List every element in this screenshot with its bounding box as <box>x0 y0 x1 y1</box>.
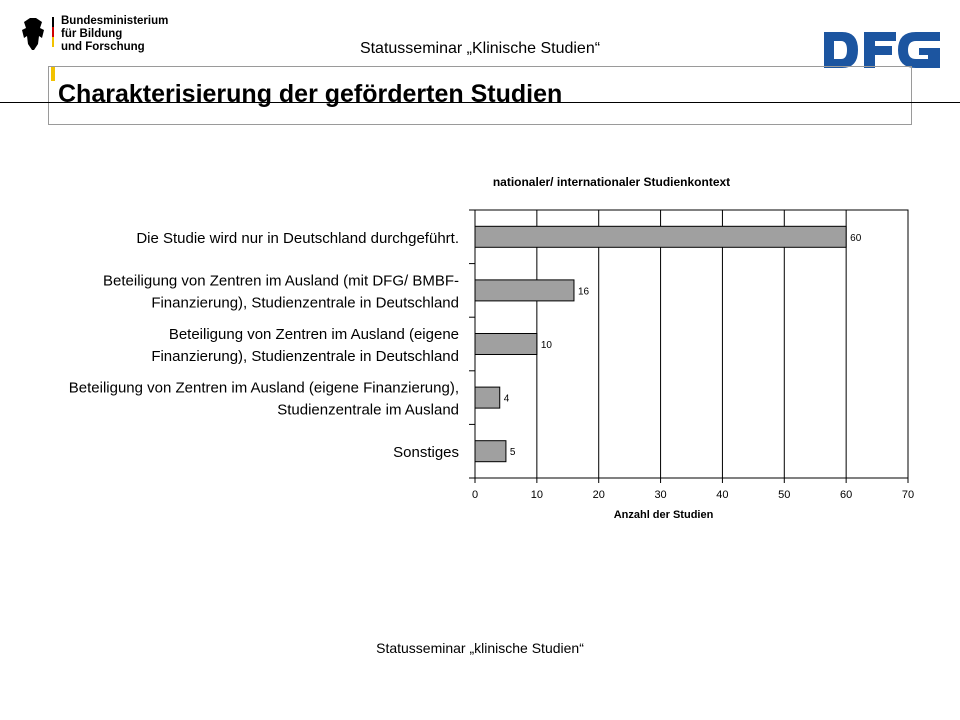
bar <box>474 279 575 302</box>
federal-eagle-icon <box>22 18 44 50</box>
page-title: Charakterisierung der geförderten Studie… <box>58 80 563 108</box>
bar-value-label: 4 <box>504 394 510 405</box>
bar <box>474 225 847 248</box>
footer-text: Statusseminar „klinische Studien“ <box>376 640 584 656</box>
bar-chart: nationaler/ internationaler Studienkonte… <box>69 175 914 521</box>
category-label: Finanzierung), Studienzentrale in Deutsc… <box>151 348 459 365</box>
ministry-name: Bundesministerium für Bildung und Forsch… <box>61 15 168 54</box>
category-label: Beteiligung von Zentren im Ausland (eige… <box>69 380 459 397</box>
x-tick-label: 50 <box>778 489 790 501</box>
ministry-line-3: und Forschung <box>61 41 145 53</box>
header-divider <box>0 102 960 103</box>
x-tick-label: 70 <box>902 489 914 501</box>
x-tick-label: 40 <box>716 489 728 501</box>
bar-value-label: 10 <box>541 340 553 351</box>
chart-title: nationaler/ internationaler Studienkonte… <box>493 175 730 189</box>
x-axis-label: Anzahl der Studien <box>614 509 714 521</box>
bar-value-label: 16 <box>578 286 590 297</box>
dfg-logo <box>824 32 940 68</box>
category-label: Studienzentrale im Ausland <box>277 402 459 419</box>
bar <box>474 386 501 409</box>
event-title: Statusseminar „Klinische Studien“ <box>359 40 601 57</box>
category-label: Beteiligung von Zentren im Ausland (eige… <box>169 326 459 343</box>
bmbf-logo <box>22 17 54 50</box>
ministry-line-2: für Bildung <box>61 28 123 40</box>
bar <box>474 333 538 355</box>
category-label: Beteiligung von Zentren im Ausland (mit … <box>103 272 459 289</box>
x-tick-label: 10 <box>531 489 543 501</box>
accent-bar <box>51 67 55 81</box>
x-tick-label: 60 <box>840 489 852 501</box>
bar <box>474 440 507 463</box>
ministry-line-1: Bundesministerium <box>61 15 169 27</box>
category-label: Sonstiges <box>393 444 459 461</box>
x-tick-label: 30 <box>654 489 666 501</box>
category-label: Finanzierung), Studienzentrale in Deutsc… <box>151 294 459 311</box>
x-tick-label: 20 <box>593 489 605 501</box>
bar-value-label: 5 <box>510 447 516 458</box>
bar-value-label: 60 <box>850 233 862 244</box>
category-label: Die Studie wird nur in Deutschland durch… <box>136 230 459 247</box>
x-tick-label: 0 <box>472 489 478 501</box>
title-frame <box>48 66 912 125</box>
